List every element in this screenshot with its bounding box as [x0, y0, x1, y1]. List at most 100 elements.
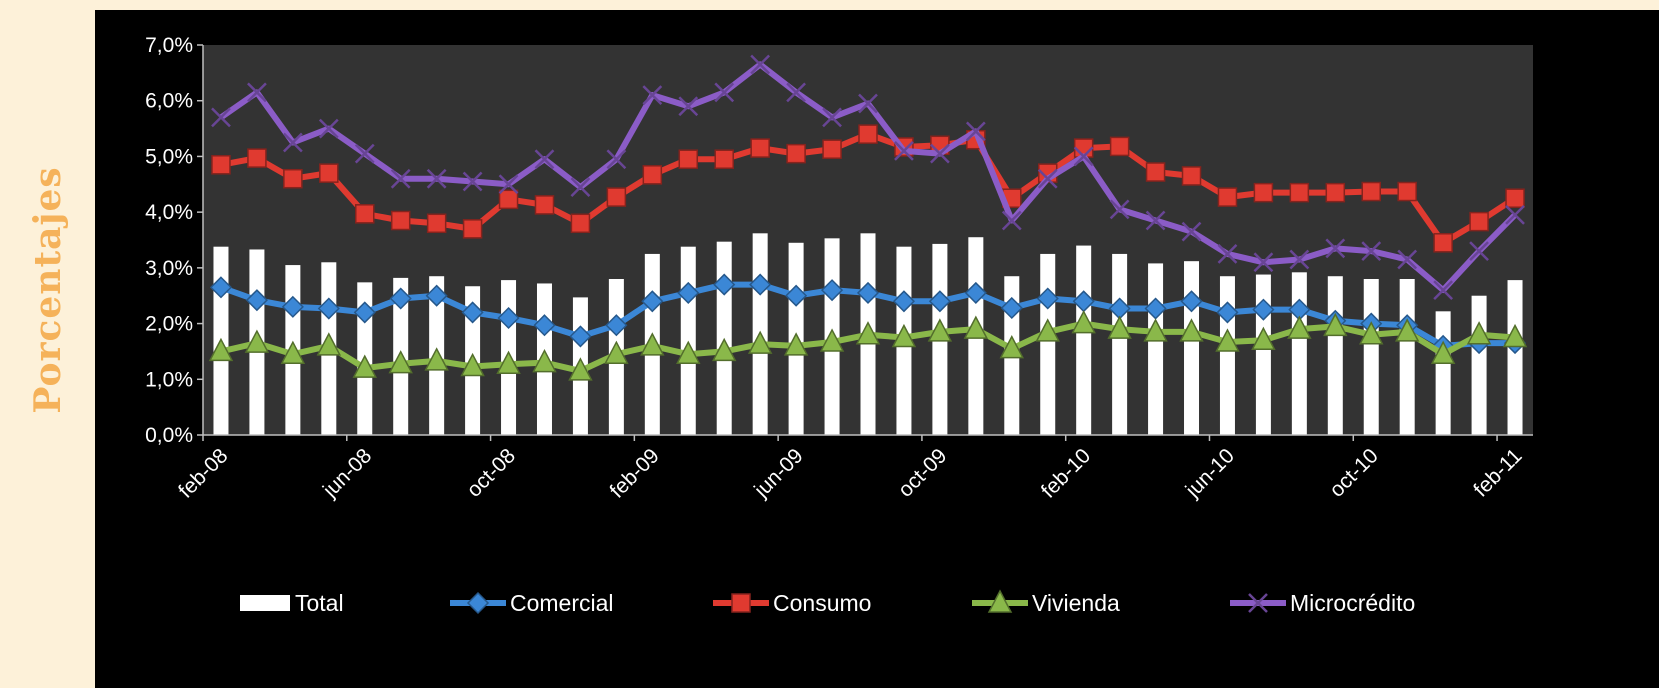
point-vivienda-ago-09: [855, 321, 881, 345]
point-microcredito-feb-08: [211, 107, 231, 128]
point-microcredito-feb-09: [642, 85, 663, 106]
point-comercial-may-08: [317, 297, 340, 320]
point-consumo-abr-10: [1145, 162, 1166, 182]
point-vivienda-nov-09: [963, 315, 989, 339]
point-microcredito-may-08: [318, 118, 339, 139]
point-consumo-mar-10: [1109, 136, 1130, 157]
legend-marker: [1248, 593, 1268, 613]
point-consumo-abr-08: [283, 168, 303, 189]
legend-swatch: [240, 595, 290, 611]
point-vivienda-mar-09: [676, 340, 701, 364]
point-microcredito-may-09: [750, 54, 771, 75]
point-consumo-ene-09: [606, 187, 627, 207]
bar-total-mar-10: [1112, 253, 1128, 435]
point-microcredito-sep-09: [894, 140, 914, 161]
y-axis-title-area: Porcentajes: [0, 0, 95, 688]
point-vivienda-jul-08: [388, 350, 413, 374]
x-tick-label: oct-09: [894, 444, 952, 502]
bar-total-dic-10: [1435, 311, 1451, 435]
point-vivienda-abr-08: [280, 340, 306, 364]
point-vivienda-may-08: [316, 332, 342, 356]
point-consumo-dic-10: [1433, 233, 1453, 253]
point-vivienda-nov-08: [532, 348, 557, 373]
point-comercial-sep-08: [461, 301, 484, 324]
y-tick-label: 3,0%: [145, 257, 193, 280]
point-comercial-jun-08: [353, 301, 376, 324]
point-vivienda-feb-11: [1502, 323, 1528, 348]
legend-marker: [731, 593, 751, 613]
legend-label: Comercial: [510, 590, 614, 616]
point-comercial-abr-09: [713, 273, 736, 296]
legend-item-comercial: Comercial: [450, 590, 614, 616]
legend-label: Total: [295, 590, 344, 616]
point-microcredito-abr-08: [282, 132, 303, 153]
point-microcredito-mar-10: [1109, 199, 1130, 220]
point-consumo-jun-09: [786, 143, 806, 164]
point-microcredito-abr-10: [1145, 210, 1166, 231]
point-comercial-may-10: [1180, 290, 1203, 313]
point-consumo-may-08: [319, 163, 339, 183]
point-vivienda-ene-10: [1035, 318, 1060, 342]
legend: Total Comercial Consumo Vivienda Microcrédit…: [240, 589, 1415, 616]
point-consumo-feb-09: [642, 165, 663, 185]
y-tick-label: 5,0%: [145, 145, 193, 168]
y-tick-label: 0,0%: [145, 424, 193, 447]
point-comercial-feb-08: [209, 276, 233, 299]
bar-total-abr-10: [1148, 263, 1164, 435]
point-microcredito-feb-11: [1505, 205, 1525, 225]
point-consumo-jul-09: [822, 139, 842, 159]
point-consumo-jun-10: [1217, 187, 1238, 207]
point-vivienda-dic-09: [999, 335, 1025, 359]
point-comercial-mar-09: [677, 281, 700, 304]
point-microcredito-nov-10: [1397, 249, 1418, 270]
point-comercial-jun-09: [785, 284, 808, 307]
point-vivienda-dic-08: [568, 357, 593, 381]
point-consumo-abr-09: [714, 149, 734, 169]
point-vivienda-nov-10: [1394, 318, 1420, 342]
point-comercial-dic-08: [569, 325, 592, 348]
chart-svg: 0,0% 1,0% 2,0% 3,0% 4,0% 5,0% 6,0% 7,0% feb-08 ju…: [145, 34, 1533, 616]
point-microcredito-dic-08: [570, 177, 591, 197]
point-consumo-nov-08: [534, 195, 555, 215]
point-consumo-feb-11: [1505, 188, 1525, 208]
point-microcredito-may-10: [1181, 221, 1202, 242]
point-microcredito-mar-09: [678, 96, 699, 117]
point-consumo-ene-11: [1469, 211, 1489, 232]
y-tick-label: 7,0%: [145, 34, 193, 57]
point-vivienda-ago-08: [424, 347, 449, 371]
point-microcredito-mar-08: [247, 82, 267, 103]
point-comercial-jul-10: [1252, 298, 1275, 321]
legend-label: Microcrédito: [1290, 590, 1415, 616]
lines-layer: [208, 54, 1528, 381]
x-tick-label: jun-09: [749, 444, 807, 502]
point-comercial-feb-09: [641, 290, 664, 313]
point-consumo-mar-09: [678, 149, 699, 169]
point-microcredito-feb-10: [1073, 146, 1094, 167]
legend-item-consumo: Consumo: [713, 590, 871, 616]
point-vivienda-ene-11: [1466, 321, 1492, 345]
point-vivienda-oct-09: [927, 318, 953, 342]
x-tick-label: feb-08: [174, 444, 232, 502]
point-comercial-ene-09: [605, 314, 628, 337]
point-microcredito-ene-10: [1037, 168, 1058, 189]
x-tick-label: feb-11: [1469, 444, 1526, 501]
point-microcredito-jul-10: [1253, 252, 1274, 273]
point-comercial-sep-09: [892, 290, 916, 313]
point-microcredito-jun-10: [1217, 244, 1238, 264]
point-vivienda-ene-09: [604, 340, 629, 364]
point-vivienda-feb-09: [640, 332, 665, 356]
bar-total-jun-10: [1219, 276, 1235, 435]
point-comercial-jun-10: [1216, 301, 1239, 324]
point-microcredito-abr-09: [714, 82, 735, 103]
bar-total-may-10: [1184, 261, 1200, 435]
legend-item-microcredito: Microcrédito: [1230, 590, 1415, 616]
point-vivienda-oct-10: [1359, 321, 1384, 345]
point-microcredito-sep-10: [1325, 238, 1346, 259]
point-comercial-dic-09: [1000, 296, 1023, 320]
point-consumo-ago-09: [858, 124, 878, 144]
point-vivienda-jun-08: [352, 354, 377, 378]
point-microcredito-dic-10: [1433, 280, 1454, 301]
bar-total-oct-10: [1363, 279, 1379, 435]
bar-total-ene-11: [1471, 295, 1487, 435]
point-consumo-jul-08: [390, 210, 411, 231]
